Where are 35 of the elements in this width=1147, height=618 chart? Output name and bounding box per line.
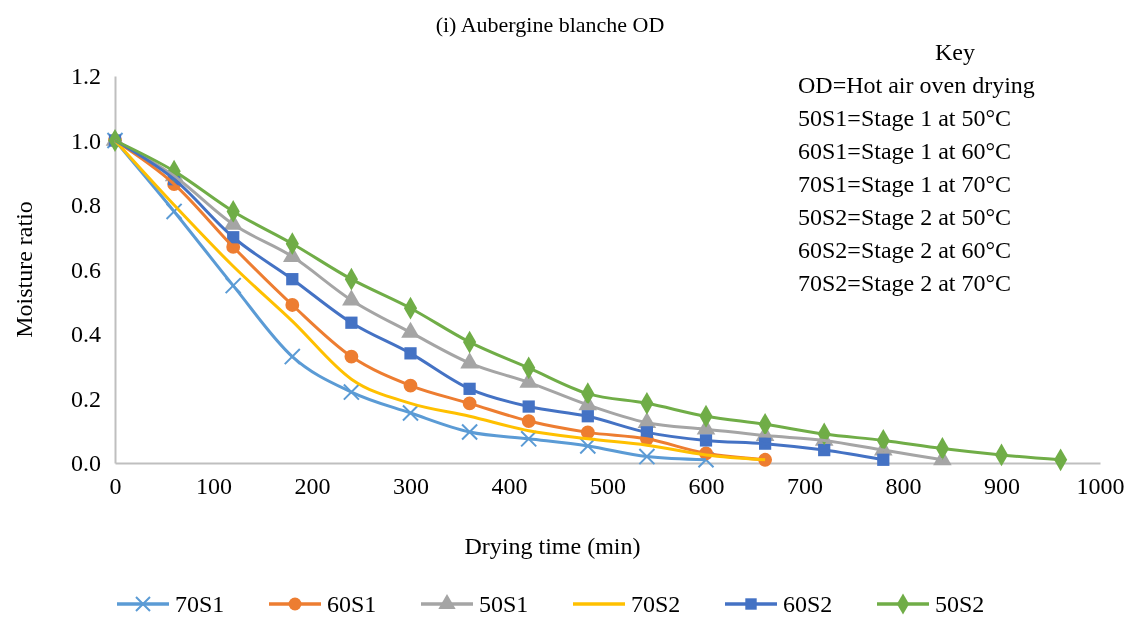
legend-label: 60S2 (783, 591, 833, 617)
annotation: 70S1=Stage 1 at 70°C (798, 171, 1012, 197)
y-tick-label: 0.8 (71, 192, 101, 219)
chart-title: (i) Aubergine blanche OD (435, 12, 665, 37)
x-tick-label: 300 (393, 473, 429, 500)
y-tick-label: 1.0 (71, 127, 101, 154)
x-tick-label: 600 (688, 473, 725, 500)
legend-label: 60S1 (327, 591, 377, 617)
annotation: 60S2=Stage 2 at 60°C (798, 237, 1012, 263)
x-axis-title: Drying time (min) (464, 533, 641, 559)
annotation: 50S1=Stage 1 at 50°C (798, 105, 1012, 131)
y-tick-label: 0.6 (71, 256, 101, 283)
legend-label: 50S1 (479, 591, 529, 617)
x-tick-label: 700 (787, 473, 823, 500)
x-tick-label: 1000 (1076, 473, 1125, 500)
x-tick-label: 400 (491, 473, 528, 500)
y-axis-title: Moisture ratio (11, 201, 37, 338)
x-tick-label: 200 (294, 473, 331, 500)
annotation: 50S2=Stage 2 at 50°C (798, 204, 1012, 230)
y-tick-label: 0.2 (71, 385, 101, 412)
legend-label: 70S2 (631, 591, 681, 617)
x-tick-label: 100 (196, 473, 232, 500)
y-tick-label: 0.4 (71, 321, 101, 348)
legend-label: 70S1 (175, 591, 225, 617)
y-tick-label: 0.0 (71, 450, 101, 477)
annotation: 70S2=Stage 2 at 70°C (798, 270, 1012, 296)
x-tick-label: 900 (984, 473, 1020, 500)
text: Key (935, 39, 975, 65)
x-tick-label: 800 (885, 473, 922, 500)
x-tick-label: 500 (590, 473, 626, 500)
annotation: OD=Hot air oven drying (798, 72, 1035, 98)
x-tick-label: 0 (109, 473, 122, 500)
y-tick-label: 1.2 (71, 63, 101, 90)
legend-label: 50S2 (935, 591, 985, 617)
annotation: 60S1=Stage 1 at 60°C (798, 138, 1012, 164)
